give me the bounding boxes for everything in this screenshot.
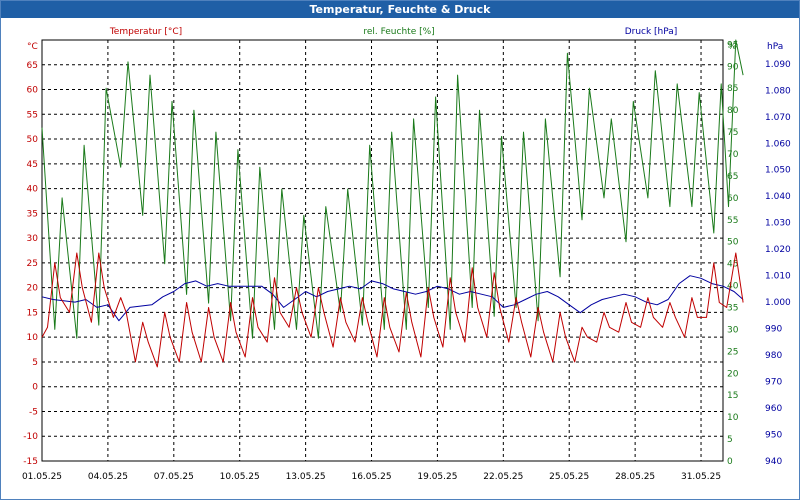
- humidity-tick-label: 5: [727, 435, 733, 445]
- temperature-tick-label: 10: [27, 333, 39, 343]
- humidity-unit-label: %: [728, 42, 737, 52]
- humidity-tick-label: 55: [727, 216, 738, 226]
- humidity-tick-label: 95: [727, 40, 738, 50]
- humidity-tick-label: 60: [727, 194, 739, 204]
- pressure-tick-label: 960: [765, 404, 782, 414]
- temperature-tick-label: 15: [27, 308, 38, 318]
- x-axis: 01.05.25 04.05.25 07.05.25 10.05.25 13.05.25…: [22, 472, 721, 482]
- humidity-tick-label: 30: [727, 325, 739, 335]
- grid: [42, 40, 723, 461]
- temperature-tick-label: 20: [27, 284, 39, 294]
- temperature-tick-label: 25: [27, 259, 38, 269]
- temperature-tick-label: 5: [32, 358, 38, 368]
- temperature-tick-label: 55: [27, 110, 38, 120]
- series-line-temperature: [41, 252, 744, 368]
- x-tick-label: 04.05.25: [88, 472, 128, 482]
- x-tick-label: 16.05.25: [351, 472, 391, 482]
- pressure-tick-label: 1.040: [765, 192, 791, 202]
- humidity-tick-label: 10: [727, 413, 739, 423]
- x-tick-label: 10.05.25: [220, 472, 260, 482]
- temperature-tick-label: 30: [27, 234, 39, 244]
- temperature-tick-label: -10: [23, 432, 38, 442]
- temperature-axis: -15 -10 -5 0 5 10 15 20 25 30 35 40 45 50 55 60 65: [23, 61, 38, 467]
- humidity-tick-label: 45: [727, 260, 738, 270]
- pressure-tick-label: 1.080: [765, 86, 791, 96]
- pressure-unit-label: hPa: [767, 42, 783, 52]
- humidity-tick-label: 20: [727, 369, 739, 379]
- legend-pressure: Druck [hPa]: [625, 27, 678, 37]
- humidity-tick-label: 15: [727, 391, 738, 401]
- temperature-tick-label: 0: [32, 383, 38, 393]
- humidity-tick-label: 50: [727, 238, 739, 248]
- series-line-humidity: [41, 39, 744, 339]
- temperature-tick-label: 65: [27, 61, 38, 71]
- humidity-tick-label: 65: [727, 172, 738, 182]
- x-tick-label: 28.05.25: [615, 472, 655, 482]
- pressure-tick-label: 1.070: [765, 113, 791, 123]
- series-line-pressure: [41, 275, 744, 322]
- pressure-tick-label: 1.020: [765, 245, 791, 255]
- window-title: Temperatur, Feuchte & Druck: [1, 1, 799, 18]
- humidity-tick-label: 35: [727, 304, 738, 314]
- humidity-tick-label: 90: [727, 62, 739, 72]
- x-tick-label: 13.05.25: [286, 472, 326, 482]
- x-tick-label: 31.05.25: [681, 472, 721, 482]
- temperature-tick-label: 50: [27, 135, 39, 145]
- pressure-tick-label: 1.000: [765, 298, 791, 308]
- pressure-axis: 940 950 960 970 980 990 1.000 1.010 1.020 1.030 1.…: [765, 60, 791, 467]
- pressure-tick-label: 1.090: [765, 60, 791, 70]
- pressure-tick-label: 990: [765, 325, 782, 335]
- plot-area-border: [41, 39, 724, 462]
- pressure-tick-label: 1.060: [765, 139, 791, 149]
- pressure-tick-label: 980: [765, 351, 782, 361]
- humidity-tick-label: 40: [727, 282, 739, 292]
- humidity-tick-label: 85: [727, 84, 738, 94]
- pressure-tick-label: 1.010: [765, 272, 791, 282]
- pressure-tick-label: 970: [765, 378, 782, 388]
- x-tick-label: 19.05.25: [417, 472, 457, 482]
- x-tick-label: 22.05.25: [483, 472, 523, 482]
- x-tick-label: 07.05.25: [154, 472, 194, 482]
- pressure-tick-label: 1.030: [765, 219, 791, 229]
- x-tick-label: 25.05.25: [549, 472, 589, 482]
- temperature-tick-label: 40: [27, 185, 39, 195]
- temperature-tick-label: 60: [27, 86, 39, 96]
- temperature-tick-label: -15: [23, 457, 38, 467]
- legend-temperature: Temperatur [°C]: [109, 27, 182, 37]
- pressure-tick-label: 1.050: [765, 166, 791, 176]
- pressure-tick-label: 950: [765, 431, 782, 441]
- legend-humidity: rel. Feuchte [%]: [363, 27, 434, 37]
- humidity-tick-label: 25: [727, 347, 738, 357]
- temperature-tick-label: -5: [29, 407, 38, 417]
- temperature-tick-label: 45: [27, 160, 38, 170]
- humidity-tick-label: 75: [727, 128, 738, 138]
- temperature-unit-label: °C: [27, 42, 38, 52]
- series-group: [41, 39, 744, 368]
- humidity-tick-label: 0: [727, 457, 733, 467]
- humidity-tick-label: 70: [727, 150, 739, 160]
- pressure-tick-label: 940: [765, 457, 782, 467]
- temperature-tick-label: 35: [27, 209, 38, 219]
- x-tick-label: 01.05.25: [22, 472, 62, 482]
